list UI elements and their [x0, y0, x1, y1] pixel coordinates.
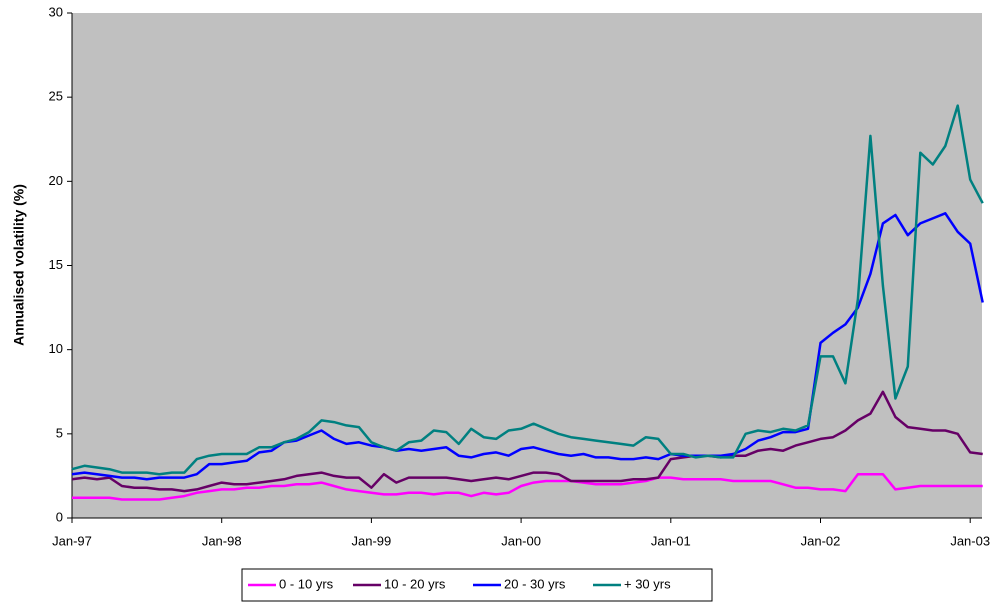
- legend: 0 - 10 yrs 10 - 20 yrs 20 - 30 yrs + 30 yrs: [241, 568, 713, 602]
- y-tick-label: 5: [56, 425, 63, 440]
- legend-label: 10 - 20 yrs: [384, 576, 446, 591]
- y-tick-label: 25: [49, 89, 63, 104]
- plot-area: [72, 13, 982, 518]
- x-tick-label: Jan-99: [352, 533, 392, 548]
- y-tick-label: 30: [49, 4, 63, 19]
- y-axis-title: Annualised volatility (%): [11, 184, 27, 346]
- y-tick-label: 20: [49, 173, 63, 188]
- series-line: [71, 104, 984, 476]
- legend-label: 20 - 30 yrs: [504, 576, 566, 591]
- series-line: [71, 390, 983, 493]
- y-tick-label: 15: [49, 257, 63, 272]
- x-tick-label: Jan-97: [52, 533, 92, 548]
- y-tick-label: 10: [49, 341, 63, 356]
- x-tick-label: Jan-00: [501, 533, 541, 548]
- x-tick-label: Jan-98: [202, 533, 242, 548]
- x-tick-label: Jan-02: [801, 533, 841, 548]
- x-tick-label: Jan-03: [950, 533, 990, 548]
- series-line: [72, 472, 983, 501]
- series-line: [71, 212, 984, 481]
- x-tick-label: Jan-01: [651, 533, 691, 548]
- legend-label: + 30 yrs: [624, 576, 671, 591]
- legend-label: 0 - 10 yrs: [279, 576, 334, 591]
- y-tick-label: 0: [56, 509, 63, 524]
